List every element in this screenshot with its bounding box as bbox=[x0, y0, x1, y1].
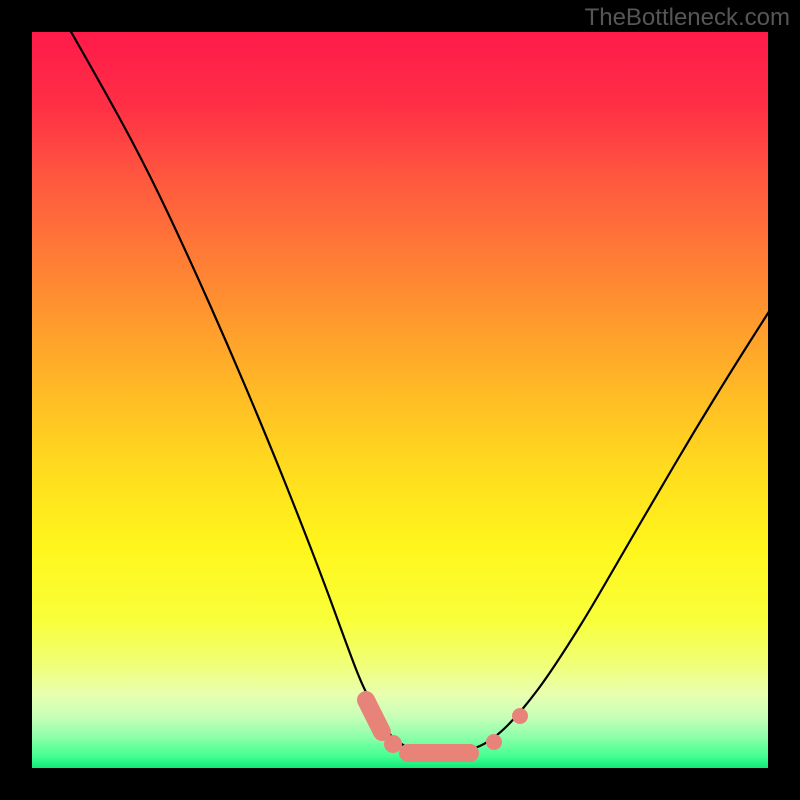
gradient-background bbox=[32, 32, 768, 768]
marker-dot bbox=[486, 734, 502, 750]
chart-frame: TheBottleneck.com bbox=[0, 0, 800, 800]
marker-dot bbox=[512, 708, 528, 724]
marker-dot bbox=[384, 735, 402, 753]
watermark-text: TheBottleneck.com bbox=[585, 4, 790, 32]
bottleneck-curve-chart bbox=[0, 0, 800, 800]
